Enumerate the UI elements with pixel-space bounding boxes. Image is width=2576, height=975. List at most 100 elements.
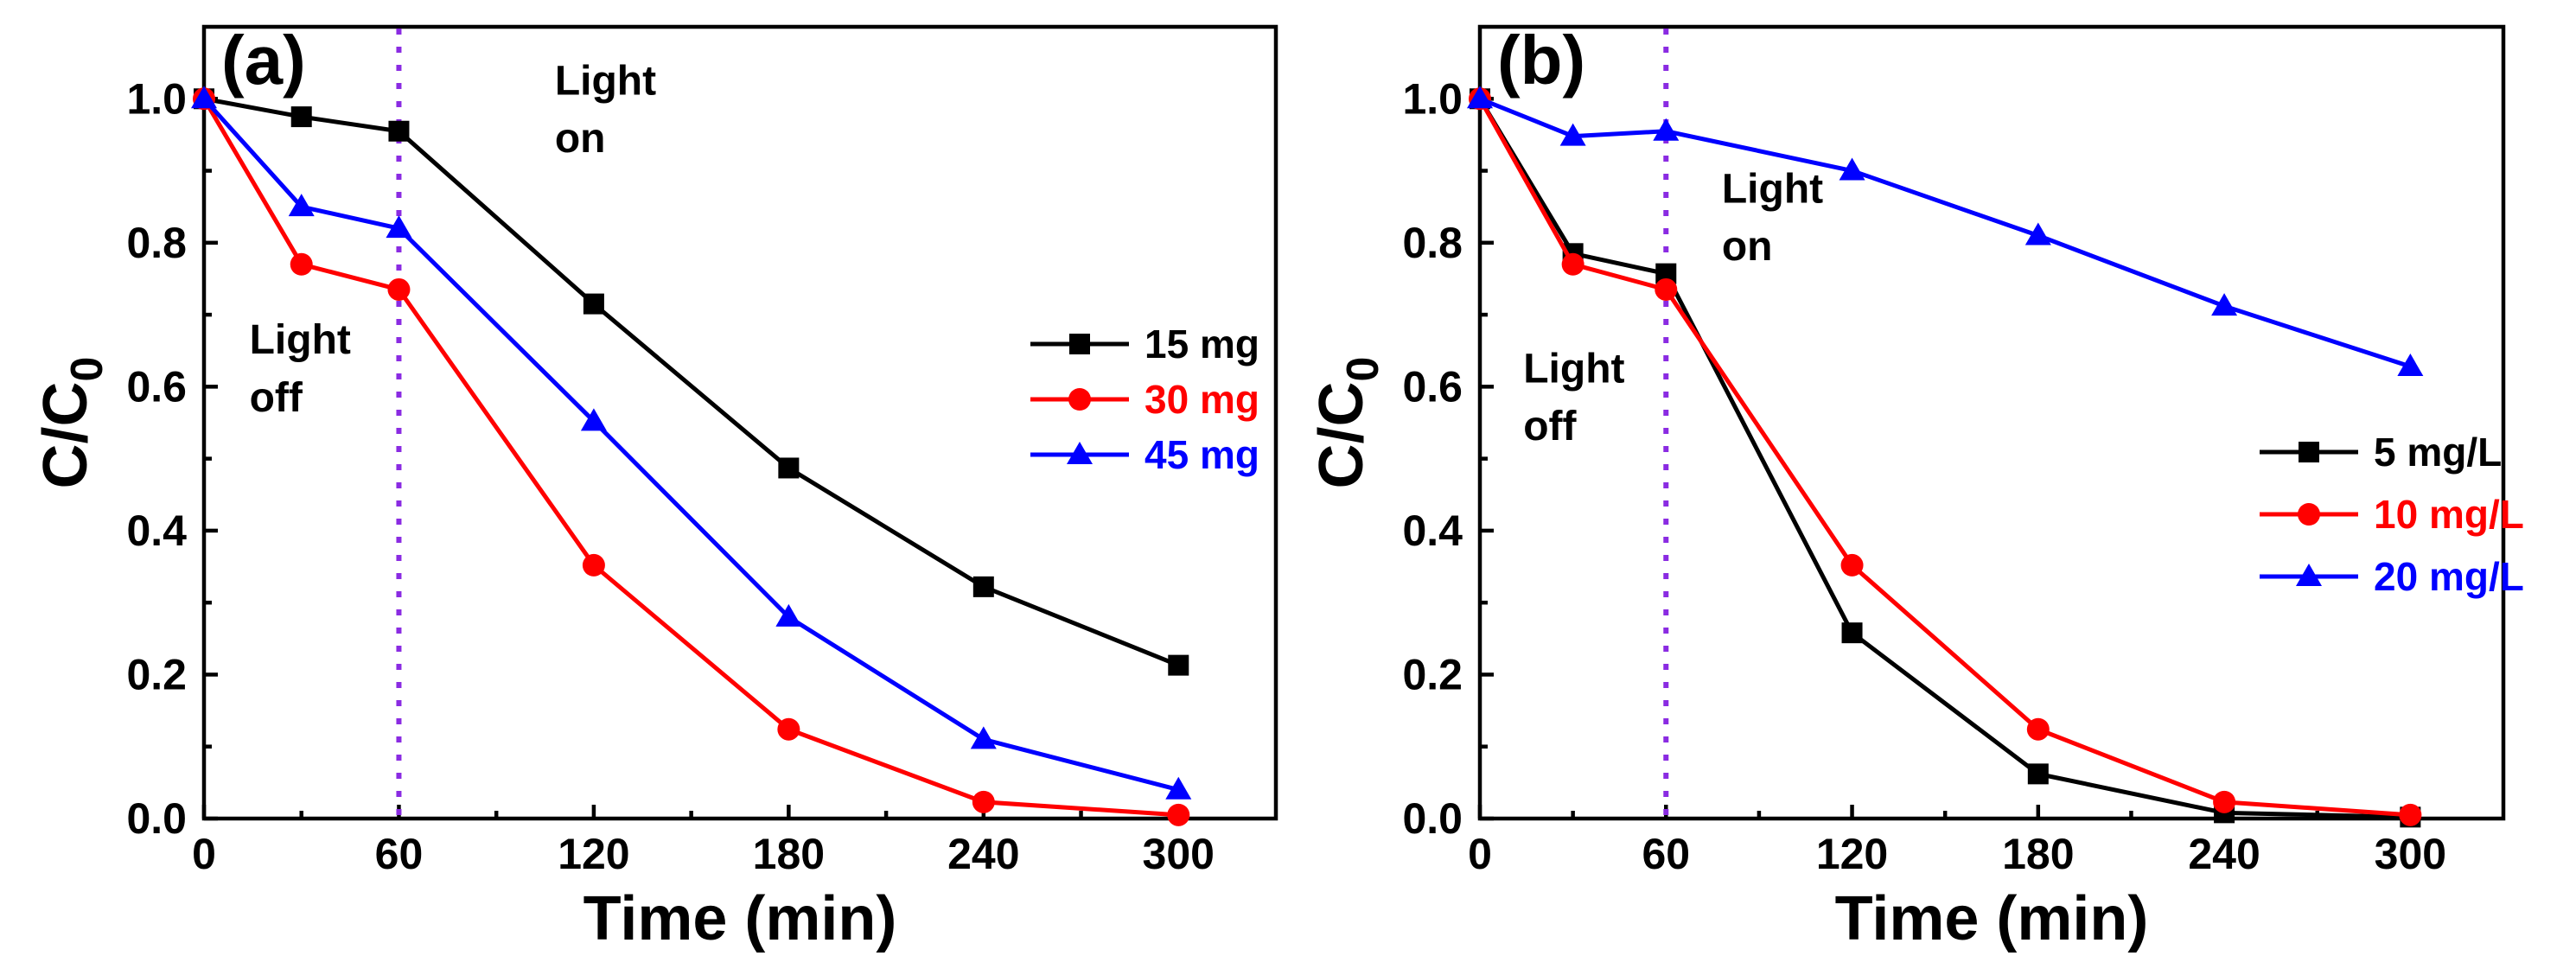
x-tick-label: 120 (1816, 830, 1888, 878)
data-point (1653, 118, 1680, 141)
annotation-text: on (555, 116, 606, 162)
data-point (386, 215, 412, 239)
y-axis-title: C/C0 (1307, 357, 1388, 489)
data-point (1167, 803, 1190, 826)
y-axis-title: C/C0 (31, 357, 112, 489)
y-tick-label: 0.4 (126, 507, 187, 555)
annotation-text: Light (1523, 347, 1624, 392)
y-axis-title-main: C/C (1307, 381, 1376, 488)
panel-label: (a) (221, 22, 306, 99)
y-axis-title-main: C/C (31, 381, 100, 488)
x-axis-title: Time (min) (1835, 884, 2149, 953)
data-point (1467, 86, 1493, 109)
series-line (1479, 96, 2412, 369)
y-tick-label: 0.0 (126, 794, 187, 843)
y-tick-label: 0.2 (1402, 650, 1463, 698)
data-point (2399, 803, 2422, 826)
annotation-text: Light (555, 58, 656, 104)
y-tick-label: 0.4 (1402, 507, 1463, 555)
y-tick-label: 0.0 (1402, 794, 1463, 843)
legend-label: 20 mg/L (2374, 554, 2524, 599)
data-point (582, 553, 605, 577)
x-tick-label: 0 (1468, 830, 1492, 878)
y-tick-label: 0.8 (1402, 219, 1463, 267)
data-point (288, 194, 315, 217)
data-point (388, 120, 410, 142)
y-tick-label: 0.6 (126, 362, 187, 411)
data-point (583, 293, 604, 315)
legend-label: 10 mg/L (2374, 492, 2524, 537)
x-tick-label: 120 (558, 830, 629, 878)
series-45-mg (191, 86, 1192, 800)
data-point (1840, 553, 1864, 577)
y-tick-label: 0.8 (126, 219, 187, 267)
y-tick-label: 0.6 (1402, 362, 1463, 411)
data-point (387, 277, 411, 301)
y-axis-title-subscript: 0 (1338, 357, 1388, 382)
x-tick-label: 300 (1143, 830, 1215, 878)
legend-marker (2298, 503, 2320, 526)
series-5-mg-l (1470, 88, 2421, 828)
x-axis-title: Time (min) (583, 884, 897, 953)
series-line (1477, 97, 2411, 819)
series-line (201, 98, 1179, 818)
legend-marker (1067, 442, 1093, 464)
data-point (2026, 717, 2050, 741)
legend-marker (2296, 564, 2322, 586)
annotation-text: Light (1722, 166, 1823, 212)
data-point (778, 457, 800, 479)
data-point (290, 106, 312, 128)
legend-label: 5 mg/L (2374, 430, 2502, 475)
data-point (972, 576, 994, 597)
x-tick-label: 180 (753, 830, 825, 878)
series-10-mg-l (1469, 87, 2422, 826)
data-point (775, 603, 802, 627)
data-point (972, 790, 995, 813)
x-tick-label: 0 (192, 830, 216, 878)
data-point (777, 717, 800, 741)
legend-marker (1068, 388, 1091, 411)
data-point (2027, 763, 2049, 785)
legend-marker (2299, 442, 2319, 462)
series-line (203, 96, 1180, 667)
data-point (1839, 157, 1865, 181)
series-line (202, 97, 1179, 793)
x-tick-label: 180 (2002, 830, 2074, 878)
y-tick-label: 0.2 (126, 650, 187, 698)
data-point (2397, 354, 2424, 377)
legend-label: 15 mg (1145, 322, 1259, 366)
data-point (1559, 123, 1586, 146)
x-tick-label: 60 (375, 830, 424, 878)
data-point (2213, 790, 2236, 813)
series-line (1477, 98, 2411, 818)
data-point (1165, 776, 1192, 800)
y-tick-label: 1.0 (126, 74, 187, 123)
x-tick-label: 60 (1642, 830, 1690, 878)
data-point (1841, 622, 1863, 644)
panel-b: 0 60 120 180 240 300 0.0 0.2 0.4 0.6 0.8 1.0 Time (m… (1307, 22, 2524, 953)
series-15-mg (194, 88, 1189, 676)
legend-marker (1069, 334, 1090, 354)
data-point (1655, 277, 1678, 301)
panel-label: (b) (1497, 22, 1585, 99)
x-tick-label: 240 (2188, 830, 2260, 878)
y-axis-title-subscript: 0 (62, 357, 112, 382)
plot-frame (201, 24, 1278, 821)
x-tick-label: 240 (947, 830, 1019, 878)
data-point (580, 408, 607, 431)
data-point (290, 252, 313, 276)
panel-a: 0 60 120 180 240 300 0.0 0.2 0.4 0.6 0.8 1.0 Time (m… (31, 22, 1278, 953)
data-point (1561, 252, 1584, 276)
legend-label: 30 mg (1145, 377, 1259, 422)
data-point (191, 86, 217, 109)
annotation-text: off (1523, 404, 1577, 449)
data-point (1168, 654, 1189, 676)
series-20-mg-l (1467, 86, 2424, 377)
series-30-mg (193, 87, 1190, 826)
annotation-text: Light (250, 317, 351, 363)
x-tick-label: 300 (2375, 830, 2446, 878)
legend-label: 45 mg (1145, 432, 1259, 477)
plot-frame (1477, 24, 2506, 821)
data-point (970, 726, 997, 749)
